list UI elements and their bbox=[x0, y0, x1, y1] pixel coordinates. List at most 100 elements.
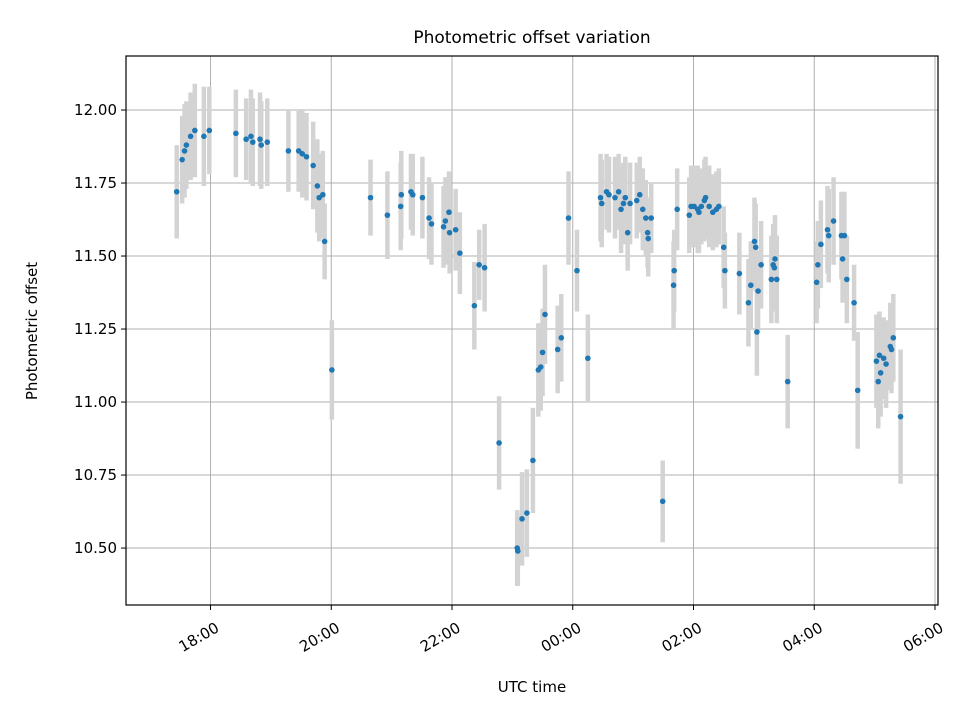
data-point bbox=[398, 191, 405, 198]
data-point bbox=[329, 367, 335, 373]
data-point bbox=[643, 215, 649, 221]
data-point bbox=[686, 212, 693, 218]
y-tick-label: 12.00 bbox=[74, 101, 117, 119]
data-point bbox=[844, 276, 850, 283]
data-point bbox=[397, 203, 404, 210]
data-point bbox=[659, 498, 666, 505]
data-point bbox=[772, 256, 778, 262]
data-point bbox=[720, 244, 727, 251]
data-point bbox=[627, 200, 633, 207]
data-point bbox=[784, 378, 791, 385]
data-point bbox=[618, 206, 624, 213]
data-point bbox=[515, 548, 521, 554]
data-point bbox=[755, 288, 761, 294]
y-tick-label: 11.25 bbox=[74, 320, 117, 338]
data-point bbox=[558, 335, 565, 341]
data-point bbox=[201, 133, 207, 140]
data-point bbox=[585, 355, 591, 362]
data-point bbox=[830, 218, 837, 224]
data-point bbox=[481, 264, 488, 271]
y-axis-ticks: 10.50 10.75 11.00 11.25 11.50 11.75 12.00 bbox=[74, 101, 126, 557]
data-point bbox=[890, 335, 897, 341]
y-tick-label: 11.00 bbox=[74, 393, 117, 411]
y-axis-label: Photometric offset bbox=[23, 262, 41, 400]
data-point bbox=[888, 346, 895, 353]
data-point bbox=[457, 250, 463, 256]
data-point bbox=[321, 238, 328, 245]
data-point bbox=[233, 130, 239, 137]
data-point bbox=[183, 142, 190, 148]
data-point bbox=[815, 261, 821, 268]
data-point bbox=[471, 302, 478, 309]
data-point bbox=[442, 218, 449, 224]
data-point bbox=[320, 191, 326, 198]
data-point bbox=[620, 200, 627, 207]
data-point bbox=[446, 229, 453, 236]
data-point bbox=[496, 440, 502, 446]
data-point bbox=[839, 256, 846, 262]
data-point bbox=[644, 229, 651, 236]
data-point bbox=[622, 194, 629, 201]
y-tick-label: 10.50 bbox=[74, 539, 117, 557]
data-point bbox=[285, 148, 292, 154]
data-point bbox=[537, 364, 544, 370]
data-point bbox=[670, 282, 677, 289]
data-point bbox=[426, 215, 432, 221]
data-point bbox=[875, 378, 882, 385]
data-point bbox=[299, 151, 306, 157]
data-point bbox=[645, 235, 652, 242]
data-point bbox=[633, 197, 640, 204]
data-point bbox=[716, 203, 722, 210]
data-point bbox=[639, 206, 646, 213]
data-point bbox=[206, 127, 213, 134]
data-point bbox=[674, 206, 680, 213]
data-point bbox=[367, 194, 374, 201]
data-point bbox=[624, 229, 631, 236]
data-point bbox=[179, 156, 185, 163]
data-point bbox=[648, 215, 655, 221]
data-point bbox=[554, 346, 561, 353]
data-point bbox=[873, 358, 880, 364]
data-point bbox=[440, 224, 447, 230]
data-point bbox=[751, 238, 758, 245]
data-point bbox=[774, 276, 780, 283]
data-point bbox=[257, 136, 263, 143]
y-tick-label: 11.75 bbox=[74, 174, 117, 192]
data-point bbox=[173, 188, 180, 195]
data-point bbox=[748, 282, 754, 289]
data-point bbox=[597, 194, 604, 201]
data-point bbox=[598, 200, 605, 207]
data-point bbox=[841, 232, 848, 239]
data-point bbox=[877, 370, 884, 376]
data-point bbox=[876, 352, 883, 359]
data-point bbox=[813, 279, 820, 286]
data-point bbox=[606, 191, 612, 198]
data-point bbox=[264, 139, 271, 145]
data-point bbox=[880, 355, 887, 362]
data-point bbox=[752, 244, 759, 251]
data-point bbox=[851, 299, 857, 306]
y-tick-label: 10.75 bbox=[74, 466, 117, 484]
data-point bbox=[824, 226, 831, 233]
data-point bbox=[636, 191, 643, 198]
data-point bbox=[745, 299, 752, 306]
data-point bbox=[574, 267, 580, 274]
data-point bbox=[702, 194, 709, 201]
data-point bbox=[249, 139, 256, 145]
data-point bbox=[530, 457, 536, 464]
data-point bbox=[722, 267, 728, 274]
chart-title: Photometric offset variation bbox=[413, 28, 650, 48]
data-point bbox=[187, 133, 194, 140]
data-point bbox=[384, 212, 391, 218]
x-axis-label: UTC time bbox=[498, 678, 566, 696]
data-point bbox=[754, 329, 760, 335]
data-point bbox=[452, 226, 459, 233]
data-point bbox=[446, 209, 452, 216]
data-point bbox=[428, 221, 435, 227]
data-point bbox=[409, 191, 416, 198]
data-point bbox=[883, 361, 889, 367]
data-point bbox=[192, 127, 198, 134]
data-point bbox=[419, 194, 426, 201]
